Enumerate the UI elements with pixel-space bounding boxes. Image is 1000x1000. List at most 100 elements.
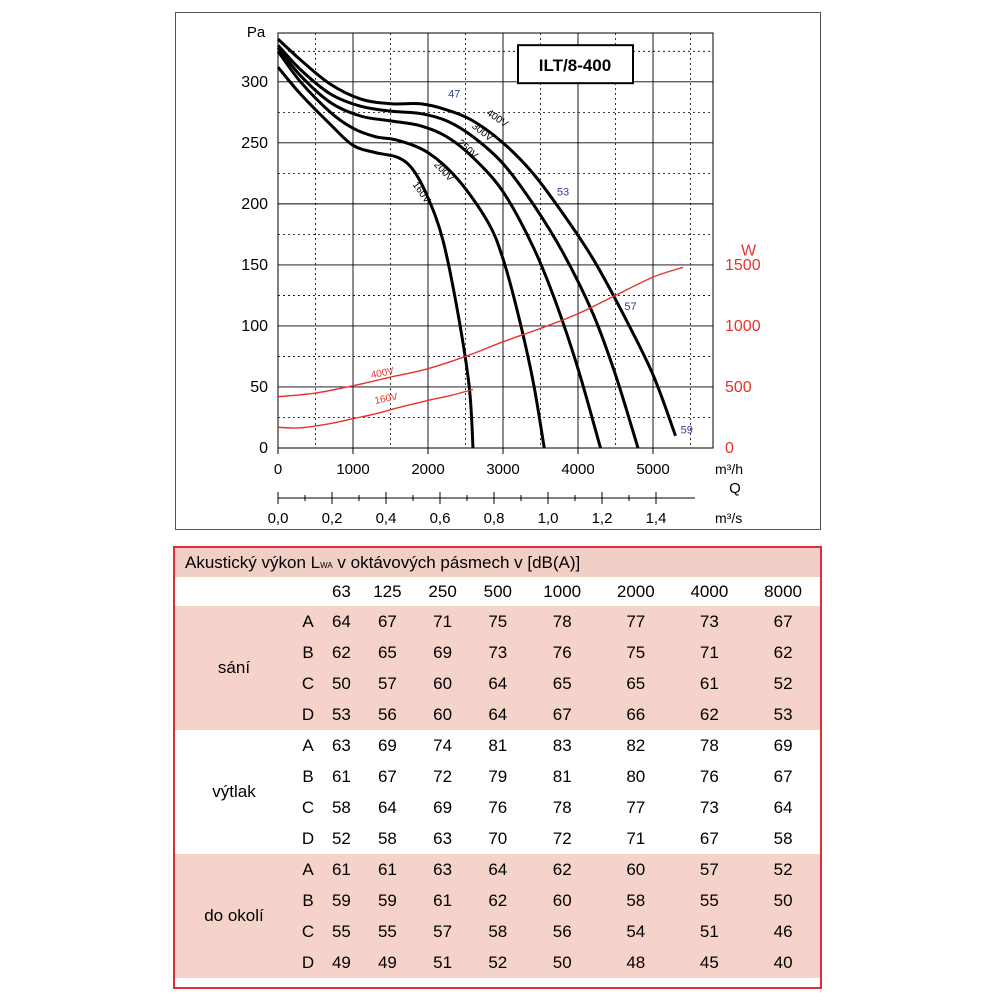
model-label-box: [517, 44, 634, 85]
y-axis-label-left: Pa: [247, 24, 266, 41]
x-tick-label-m3h: 0: [274, 461, 282, 478]
pressure-curve-label-200V: 200V: [431, 159, 455, 184]
table-cell: 62: [323, 637, 360, 668]
frequency-header: 4000: [690, 581, 729, 601]
y-tick-label-left: 200: [241, 196, 268, 213]
table-cell: 63: [433, 828, 453, 848]
frequency-header: 2000: [616, 581, 655, 601]
y-tick-label-left: 250: [241, 135, 268, 152]
row-id: C: [293, 916, 323, 947]
table-cell: 69: [415, 637, 471, 668]
y-tick-label-left: 0: [259, 440, 268, 457]
pressure-curve-160V: [276, 66, 475, 449]
y-tick-label-left: 300: [241, 74, 268, 91]
table-cell: 60: [599, 854, 673, 885]
row-id: A: [293, 854, 323, 885]
table-cell: 61: [415, 885, 471, 916]
pressure-curve-label-400V: 400V: [484, 108, 510, 131]
y-axis-label-right: W: [741, 242, 757, 259]
x-axis-unit-m3s: m³/s: [715, 510, 742, 526]
x-tick-label-m3s: 1,0: [538, 510, 559, 527]
x-tick-label-m3h: 2000: [411, 461, 444, 478]
table-cell: 57: [415, 916, 471, 947]
y-tick-label-right: 500: [725, 379, 752, 396]
table-cell: 64: [377, 797, 397, 817]
table-cell: 75: [599, 637, 673, 668]
table-cell: 57: [359, 668, 415, 699]
table-row: do okolí A 61 61 63 64 62 60 57 52: [175, 854, 820, 978]
table-cell: 71: [626, 828, 646, 848]
table-cell: 64: [323, 606, 360, 637]
table-cell: 51: [672, 916, 747, 947]
row-id: A: [302, 735, 314, 755]
table-cell: 64: [470, 699, 526, 730]
plot-border: [277, 32, 714, 449]
table-row: D 53 56 60 64 67 66 62 53: [175, 699, 820, 730]
table-cell: 67: [746, 606, 820, 637]
table-cell: 50: [525, 947, 599, 978]
frequency-header: 125: [373, 581, 402, 601]
table-cell: 77: [599, 606, 673, 637]
frequency-header-row: 63 125 250 500 1000 2000 4000 8000: [175, 577, 820, 606]
row-id: B: [293, 885, 323, 916]
table-cell: 64: [773, 797, 793, 817]
x-tick-label-m3s: 1,4: [646, 510, 667, 527]
table-cell: 58: [470, 916, 526, 947]
y-tick-label-left: 150: [241, 257, 268, 274]
table-cell: 40: [746, 947, 820, 978]
table-cell: 76: [699, 766, 719, 786]
table-title-subscript: WA: [320, 560, 333, 570]
table-cell: 53: [746, 699, 820, 730]
table-cell: 65: [359, 637, 415, 668]
table-cell: 52: [746, 668, 820, 699]
table-row: D 49 49 51 52 50 48 45 40: [175, 947, 820, 978]
table-cell: 52: [470, 947, 526, 978]
row-id: C: [301, 797, 315, 817]
table-row: B 61 67 72 79 81 80 76 67: [175, 761, 820, 792]
table-cell: 81: [488, 735, 508, 755]
table-cell: 66: [599, 699, 673, 730]
table-cell: 67: [773, 766, 793, 786]
table-cell: 70: [488, 828, 508, 848]
frequency-header: 8000: [764, 581, 802, 601]
table-cell: 78: [552, 797, 572, 817]
table-cell: 62: [470, 885, 526, 916]
x-axis-unit-m3h: m³/h: [715, 461, 743, 477]
x-tick-label-m3s: 1,2: [592, 510, 613, 527]
y-tick-label-left: 100: [241, 318, 268, 335]
x-tick-label-m3s: 0,6: [430, 510, 451, 527]
power-curve-400V: [277, 266, 684, 398]
table-row: C 55 55 57 58 56 54 51 46: [175, 916, 820, 947]
table-row: C 50 57 60 64 65 65 61 52: [175, 668, 820, 699]
table-cell: 64: [470, 668, 526, 699]
header-empty-cell: [293, 577, 323, 606]
power-curve-160V: [277, 388, 474, 429]
table-cell: 78: [525, 606, 599, 637]
row-id: A: [293, 606, 323, 637]
table-cell: 83: [552, 735, 572, 755]
table-cell: 78: [699, 735, 719, 755]
table-cell: 69: [773, 735, 793, 755]
table-cell: 52: [746, 854, 820, 885]
group-label: do okolí: [175, 854, 293, 978]
noise-level-label: 47: [448, 89, 460, 101]
x-tick-label-m3h: 3000: [486, 461, 519, 478]
table-cell: 76: [525, 637, 599, 668]
table-cell: 72: [552, 828, 572, 848]
fan-performance-chart: Pa 0 50 100 150 200 250 300 W 0 500 1000 1500 0 1000 20…: [175, 12, 821, 530]
power-curve-label-400V: 400V: [370, 366, 395, 382]
acoustic-table: Akustický výkon LWA v oktávových pásmech…: [175, 548, 820, 978]
table-cell: 46: [746, 916, 820, 947]
table-title-text-end: v oktávových pásmech v [dB(A)]: [332, 552, 581, 572]
table-row: výtlak A 63 69 74 81 83 82 78 69: [175, 730, 820, 802]
table-cell: 59: [323, 885, 360, 916]
table-cell: 55: [359, 916, 415, 947]
table-cell: 79: [488, 766, 508, 786]
noise-level-label: 57: [624, 301, 636, 313]
table-cell: 58: [773, 828, 793, 848]
table-cell: 65: [599, 668, 673, 699]
table-cell: 49: [359, 947, 415, 978]
frequency-header: 63: [331, 581, 351, 601]
table-cell: 57: [672, 854, 747, 885]
table-cell: 80: [626, 766, 646, 786]
